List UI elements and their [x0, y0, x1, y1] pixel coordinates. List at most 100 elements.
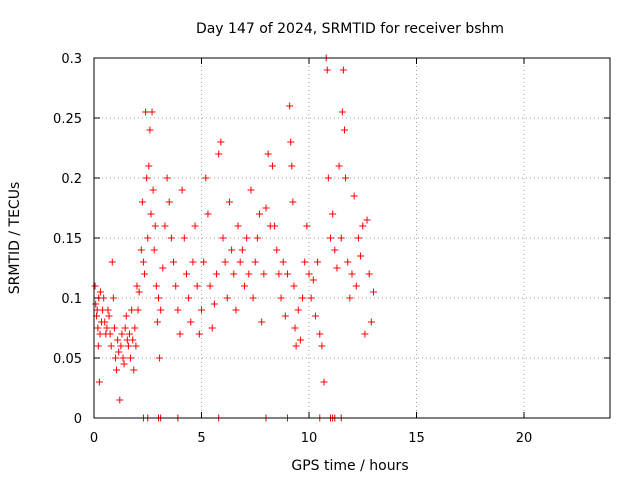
data-point	[146, 126, 154, 134]
data-point	[176, 330, 184, 338]
data-point	[230, 270, 238, 278]
data-point	[91, 282, 99, 290]
data-point	[107, 342, 115, 350]
data-point	[152, 282, 160, 290]
data-point	[268, 162, 276, 170]
data-point	[198, 306, 205, 314]
data-point	[284, 270, 291, 278]
data-point	[289, 198, 297, 206]
data-point	[370, 288, 377, 296]
data-point	[262, 204, 270, 212]
data-point	[96, 288, 104, 296]
data-point	[303, 222, 311, 230]
data-point	[148, 108, 156, 116]
data-point	[352, 282, 360, 290]
data-point	[258, 318, 266, 326]
data-point	[256, 210, 264, 218]
data-point	[288, 162, 296, 170]
data-point	[225, 198, 233, 206]
data-point	[217, 138, 225, 146]
data-point	[101, 318, 109, 326]
data-point	[221, 258, 229, 266]
data-point	[161, 222, 169, 230]
data-point	[367, 318, 375, 326]
data-point	[307, 294, 315, 302]
data-point	[324, 174, 332, 182]
data-point	[354, 234, 362, 242]
data-point	[337, 234, 345, 242]
data-point	[141, 270, 149, 278]
data-point	[305, 270, 313, 278]
data-point	[309, 276, 317, 284]
data-point	[125, 330, 133, 338]
data-point	[193, 282, 201, 290]
data-point	[291, 324, 299, 332]
data-point	[137, 246, 145, 254]
data-point	[170, 258, 178, 266]
data-point	[241, 282, 248, 290]
x-tick-label: 5	[197, 431, 205, 446]
data-point	[138, 198, 146, 206]
data-point	[338, 108, 346, 116]
data-point	[286, 102, 294, 110]
data-point	[182, 270, 190, 278]
data-point	[127, 354, 135, 362]
data-point	[249, 294, 257, 302]
x-tick-label: 0	[90, 431, 98, 446]
data-point	[320, 378, 328, 386]
data-point	[143, 174, 151, 182]
data-point	[124, 342, 132, 350]
data-point	[118, 330, 126, 338]
data-point	[277, 294, 285, 302]
data-point	[129, 336, 137, 344]
data-point	[287, 138, 295, 146]
data-point	[228, 246, 236, 254]
data-point	[238, 246, 246, 254]
data-point	[200, 258, 208, 266]
data-point	[94, 342, 102, 350]
data-point	[311, 312, 319, 320]
data-point	[236, 258, 244, 266]
data-point	[350, 192, 358, 200]
data-point	[94, 324, 102, 332]
data-point	[163, 174, 171, 182]
data-point	[273, 246, 281, 254]
data-point	[344, 258, 352, 266]
data-point	[342, 174, 350, 182]
data-point	[260, 270, 268, 278]
y-tick-label: 0.2	[61, 172, 82, 187]
data-point	[204, 210, 212, 218]
data-point	[365, 270, 373, 278]
data-point	[100, 294, 108, 302]
data-point	[213, 270, 221, 278]
data-point	[145, 162, 153, 170]
data-point	[299, 294, 307, 302]
data-point	[361, 330, 369, 338]
data-point	[314, 258, 322, 266]
data-point	[210, 300, 218, 308]
data-point	[103, 324, 111, 332]
data-point	[346, 294, 354, 302]
data-point	[172, 282, 180, 290]
data-point	[119, 354, 127, 362]
data-point	[144, 234, 152, 242]
data-point	[134, 306, 142, 314]
data-point	[340, 126, 348, 134]
data-point	[178, 186, 186, 194]
data-point	[180, 234, 188, 242]
data-point	[189, 258, 197, 266]
data-point	[294, 306, 302, 314]
data-point	[187, 318, 195, 326]
grid-lines	[94, 58, 610, 418]
data-point	[232, 306, 240, 314]
data-point	[253, 234, 261, 242]
data-point	[348, 270, 356, 278]
data-point	[114, 336, 122, 344]
y-tick-label: 0.3	[61, 52, 82, 67]
data-point	[117, 342, 125, 350]
data-point	[139, 258, 147, 266]
data-point	[290, 282, 298, 290]
y-tick-label: 0.15	[53, 232, 82, 247]
y-axis-label: SRMTID / TECUs	[7, 182, 23, 295]
